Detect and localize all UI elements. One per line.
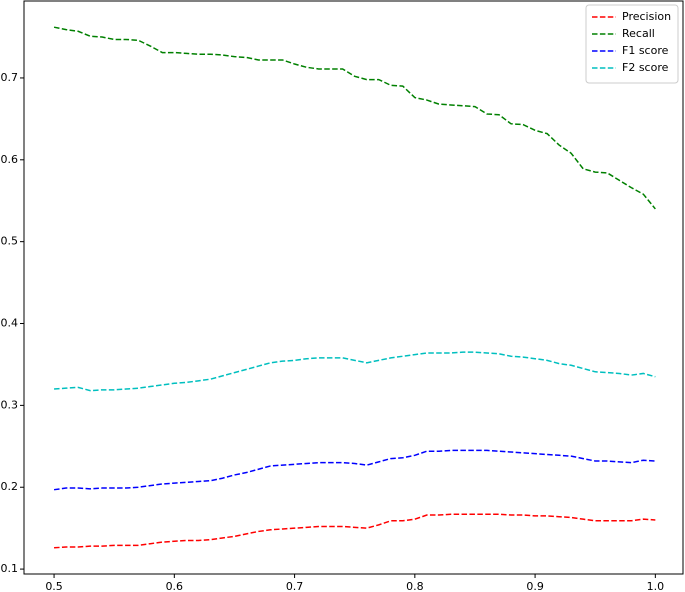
- y-tick-label: 0.6: [1, 153, 19, 166]
- y-tick-label: 0.5: [1, 235, 19, 248]
- legend-label: F1 score: [622, 44, 669, 57]
- legend: Precision Recall F1 score F2 score: [585, 4, 679, 84]
- legend-box: [585, 4, 679, 84]
- x-tick-label: 0.8: [406, 580, 424, 592]
- legend-label: F2 score: [622, 61, 669, 74]
- y-tick-label: 0.4: [1, 317, 19, 330]
- x-tick-label: 0.5: [45, 580, 63, 592]
- x-tick-label: 1.0: [647, 580, 665, 592]
- series-line: [54, 513, 656, 549]
- legend-label: Recall: [622, 27, 655, 40]
- x-tick-label: 0.9: [526, 580, 544, 592]
- plot-frame: [23, 0, 684, 575]
- x-tick-label: 0.6: [166, 580, 184, 592]
- y-tick-label: 0.7: [1, 71, 19, 84]
- x-tick-label: 0.7: [286, 580, 304, 592]
- series-line: [53, 26, 656, 210]
- series-line: [54, 351, 656, 392]
- y-tick-label: 0.3: [1, 398, 19, 411]
- legend-label: Precision: [622, 10, 671, 23]
- series-line: [53, 449, 656, 491]
- y-tick-label: 0.1: [1, 562, 19, 575]
- y-tick-label: 0.2: [1, 480, 19, 493]
